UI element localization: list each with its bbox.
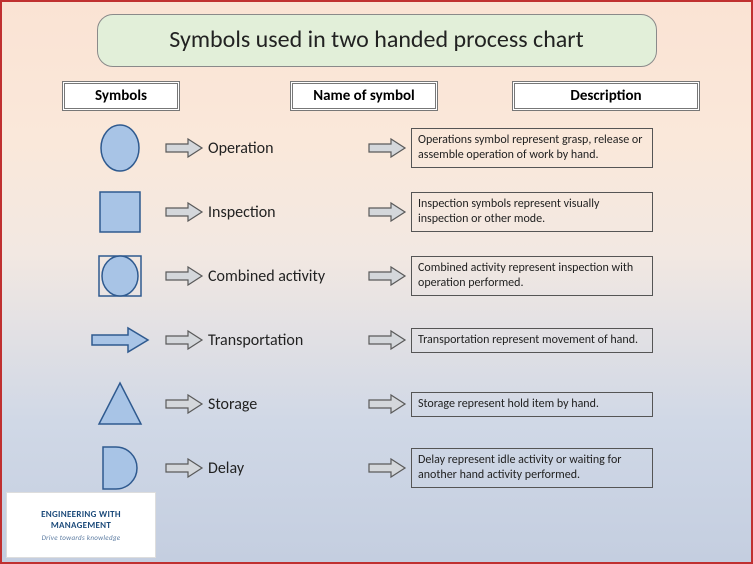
symbol-row: Transportation Transportation represent m…: [24, 313, 729, 367]
arrow-icon: [363, 137, 411, 159]
square-symbol-icon: [80, 185, 160, 239]
logo-badge: ENGINEERING WITH MANAGEMENT Drive toward…: [6, 492, 156, 558]
combined-symbol-icon: [80, 249, 160, 303]
header-row: Symbols Name of symbol Description: [24, 81, 729, 111]
header-description: Description: [512, 81, 700, 111]
arrow-symbol-icon: [80, 313, 160, 367]
rows-container: Operation Operations symbol represent gra…: [24, 121, 729, 495]
arrow-icon: [363, 265, 411, 287]
ellipse-symbol-icon: [80, 121, 160, 175]
symbol-name: Storage: [208, 395, 363, 414]
symbol-description: Combined activity represent inspection w…: [411, 256, 653, 296]
symbol-description: Storage represent hold item by hand.: [411, 392, 653, 417]
arrow-icon: [363, 329, 411, 351]
arrow-icon: [160, 393, 208, 415]
logo-line1: ENGINEERING WITH: [41, 509, 121, 520]
symbol-name: Combined activity: [208, 267, 363, 286]
arrow-icon: [160, 137, 208, 159]
symbol-row: Storage Storage represent hold item by ha…: [24, 377, 729, 431]
logo-line2: MANAGEMENT: [51, 520, 111, 531]
symbol-name: Transportation: [208, 331, 363, 350]
symbol-description: Transportation represent movement of han…: [411, 328, 653, 353]
chart-title: Symbols used in two handed process chart: [97, 14, 657, 67]
symbol-description: Inspection symbols represent visually in…: [411, 192, 653, 232]
arrow-icon: [160, 265, 208, 287]
symbol-name: Delay: [208, 459, 363, 478]
arrow-icon: [160, 457, 208, 479]
symbol-name: Operation: [208, 139, 363, 158]
arrow-icon: [363, 457, 411, 479]
arrow-icon: [160, 201, 208, 223]
symbol-row: Combined activity Combined activity repre…: [24, 249, 729, 303]
header-symbols: Symbols: [62, 81, 180, 111]
chart-frame: Symbols used in two handed process chart…: [0, 0, 753, 564]
logo-tagline: Drive towards knowledge: [42, 533, 121, 542]
symbol-name: Inspection: [208, 203, 363, 222]
arrow-icon: [363, 393, 411, 415]
symbol-description: Operations symbol represent grasp, relea…: [411, 128, 653, 168]
symbol-row: Operation Operations symbol represent gra…: [24, 121, 729, 175]
header-name: Name of symbol: [290, 81, 438, 111]
dshape-symbol-icon: [80, 441, 160, 495]
symbol-row: Inspection Inspection symbols represent v…: [24, 185, 729, 239]
triangle-symbol-icon: [80, 377, 160, 431]
arrow-icon: [160, 329, 208, 351]
symbol-row: Delay Delay represent idle activity or wa…: [24, 441, 729, 495]
symbol-description: Delay represent idle activity or waiting…: [411, 448, 653, 488]
arrow-icon: [363, 201, 411, 223]
